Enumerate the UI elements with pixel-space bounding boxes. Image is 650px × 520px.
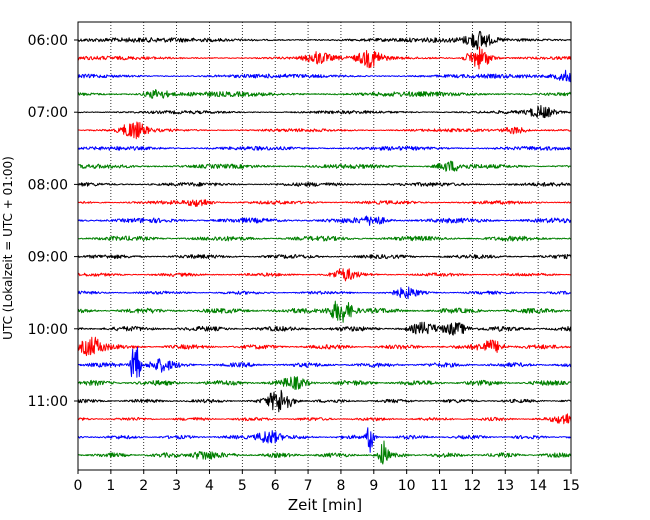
trace-line <box>77 300 572 323</box>
y-tick-label: 10:00 <box>28 322 68 338</box>
x-tick-label: 7 <box>304 478 313 494</box>
trace-line <box>77 89 572 99</box>
y-tick-label: 06:00 <box>28 33 68 49</box>
trace-line <box>77 427 572 453</box>
trace-line <box>77 235 572 242</box>
trace-line <box>77 46 572 70</box>
x-tick-label: 1 <box>106 478 115 494</box>
x-tick-label: 12 <box>463 478 481 494</box>
y-axis-label: UTC (Lokalzeit = UTC + 01:00) <box>1 156 15 340</box>
trace-line <box>77 389 572 413</box>
x-tick-label: 15 <box>562 478 580 494</box>
trace-line <box>77 160 572 172</box>
trace-line <box>77 440 572 465</box>
x-tick-label: 10 <box>398 478 416 494</box>
x-tick-label: 0 <box>74 478 83 494</box>
trace-line <box>77 182 572 187</box>
x-tick-label: 3 <box>172 478 181 494</box>
y-axis: 06:00 07:00 08:00 09:00 10:00 11:00 <box>28 33 78 410</box>
trace-line <box>77 286 571 300</box>
trace-line <box>77 105 572 119</box>
trace-line <box>77 336 572 357</box>
x-tick-label: 5 <box>238 478 247 494</box>
x-tick-label: 8 <box>336 478 345 494</box>
y-tick-label: 08:00 <box>28 177 68 193</box>
trace-line <box>77 215 572 226</box>
x-tick-label: 14 <box>529 478 547 494</box>
x-tick-label: 6 <box>271 478 280 494</box>
trace-line <box>77 376 571 390</box>
trace-line <box>77 145 572 151</box>
y-tick-label: 09:00 <box>28 250 68 266</box>
x-axis: 0 1 2 3 4 5 6 7 8 9 10 11 12 13 14 15 <box>74 470 580 494</box>
trace-line <box>77 268 572 282</box>
trace-line <box>77 254 572 260</box>
x-tick-label: 4 <box>205 478 214 494</box>
y-tick-label: 07:00 <box>28 105 68 121</box>
x-tick-label: 2 <box>139 478 148 494</box>
x-axis-label: Zeit [min] <box>288 496 362 514</box>
trace-group <box>77 30 572 465</box>
x-tick-label: 9 <box>369 478 378 494</box>
x-tick-label: 11 <box>431 478 449 494</box>
trace-line <box>77 346 572 378</box>
trace-line <box>77 413 572 425</box>
trace-line <box>77 121 572 140</box>
trace-line <box>77 30 572 50</box>
x-tick-label: 13 <box>496 478 514 494</box>
plot-frame <box>77 21 572 471</box>
y-tick-label: 11:00 <box>28 394 68 410</box>
trace-line <box>77 199 572 207</box>
trace-line <box>77 321 572 336</box>
trace-line <box>77 69 572 83</box>
